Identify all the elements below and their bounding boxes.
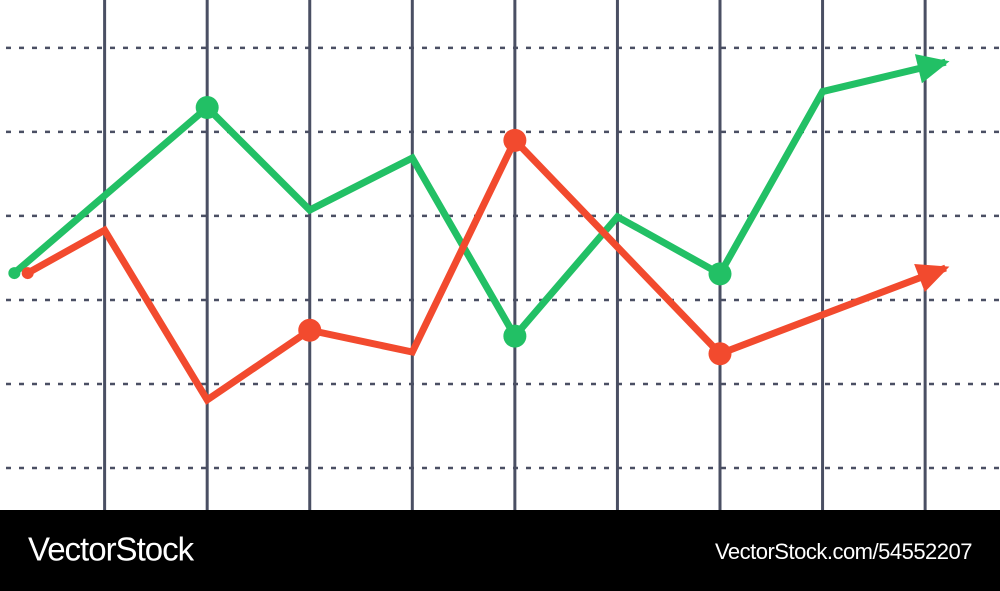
arrow-head bbox=[914, 54, 950, 84]
series-line bbox=[25, 134, 947, 405]
point-marker bbox=[708, 342, 732, 366]
point-marker bbox=[708, 262, 732, 286]
watermark-logo: VectorStock bbox=[28, 531, 195, 568]
point-marker bbox=[298, 318, 322, 342]
point-marker bbox=[195, 96, 219, 120]
watermark-bar bbox=[0, 510, 1000, 591]
watermark-id: VectorStock.com/54552207 bbox=[715, 539, 972, 564]
series-line bbox=[12, 58, 947, 343]
point-marker bbox=[8, 267, 21, 280]
arrow-head bbox=[914, 263, 950, 292]
grid bbox=[6, 0, 1000, 510]
plot bbox=[8, 54, 950, 405]
point-marker bbox=[503, 324, 527, 348]
point-marker bbox=[503, 128, 527, 152]
point-marker bbox=[21, 267, 34, 280]
